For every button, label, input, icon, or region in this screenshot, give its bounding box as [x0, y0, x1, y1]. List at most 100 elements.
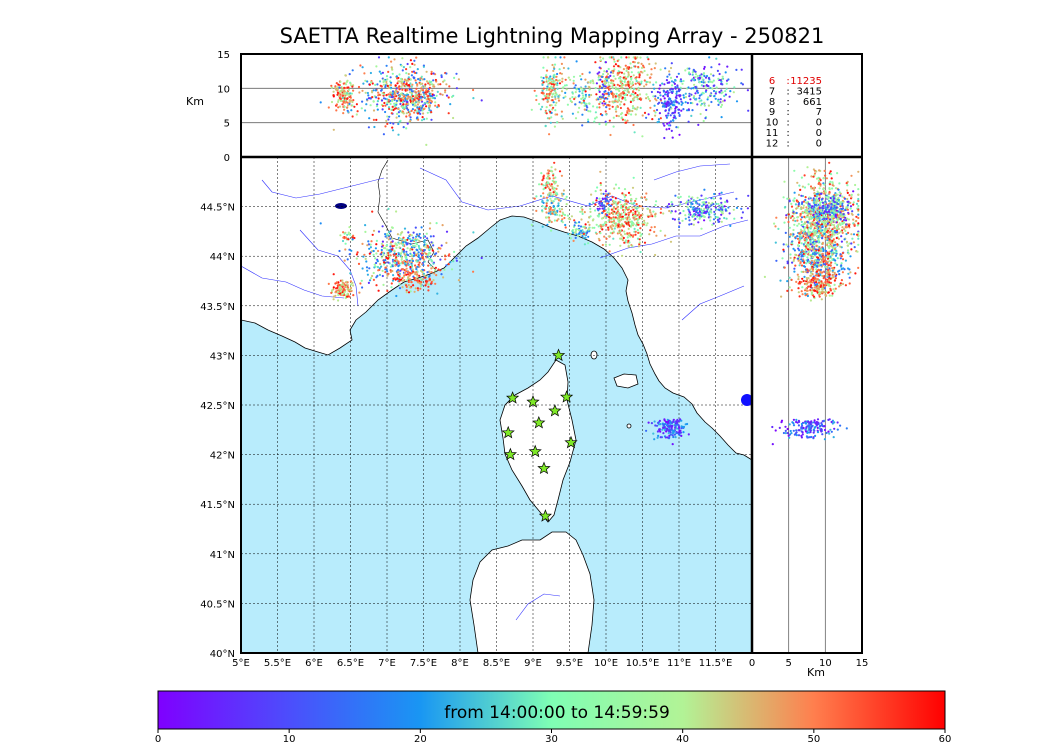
lightning-source — [428, 227, 431, 230]
lightning-source — [822, 270, 825, 273]
lightning-source — [375, 96, 378, 99]
lightning-source — [407, 79, 410, 82]
lightning-source — [728, 95, 731, 98]
lightning-source — [617, 187, 621, 190]
lightning-source — [848, 242, 851, 245]
lightning-source — [395, 75, 398, 78]
lightning-source — [390, 108, 393, 111]
lightning-source — [556, 197, 559, 200]
lightning-source — [800, 220, 803, 223]
lightning-source — [828, 267, 831, 270]
lightning-source — [634, 210, 637, 213]
lightning-source — [409, 66, 412, 69]
lightning-source — [658, 112, 662, 115]
lightning-source — [659, 117, 662, 120]
lightning-source — [411, 83, 414, 86]
lightning-source — [627, 223, 630, 226]
lightning-source — [657, 434, 660, 437]
lightning-source — [612, 82, 615, 85]
lightning-source — [558, 79, 561, 82]
lightning-source — [711, 81, 714, 84]
lightning-source — [332, 295, 335, 298]
lightning-source — [400, 258, 403, 261]
lightning-source — [545, 69, 549, 72]
lightning-source — [643, 221, 646, 224]
lightning-source — [338, 288, 341, 291]
lightning-source — [848, 282, 851, 285]
lightning-source — [806, 256, 809, 259]
lightning-source — [554, 90, 557, 93]
lightning-source — [619, 213, 622, 216]
lightning-source — [679, 78, 683, 81]
lightning-source — [703, 74, 706, 78]
lightning-source — [336, 290, 340, 293]
lightning-source — [556, 72, 559, 76]
lightning-source — [376, 265, 379, 269]
lightning-source — [609, 198, 612, 201]
lightning-source — [601, 75, 604, 78]
lightning-source — [627, 90, 630, 94]
lightning-source — [552, 106, 555, 109]
lightning-source — [609, 231, 612, 234]
lightning-source — [433, 272, 436, 275]
lightning-source — [542, 175, 545, 178]
lightning-source — [639, 214, 643, 217]
lightning-source — [430, 72, 433, 75]
lightning-source — [584, 78, 587, 81]
lightning-source — [601, 243, 604, 247]
lightning-source — [351, 238, 354, 241]
lightning-source — [383, 101, 386, 105]
lightning-source — [619, 229, 622, 232]
lightning-source — [391, 248, 394, 251]
lightning-source — [545, 211, 548, 214]
small-island — [626, 423, 632, 429]
lightning-source — [402, 248, 405, 251]
lightning-source — [435, 80, 438, 83]
lightning-source — [349, 92, 352, 95]
lightning-source — [360, 107, 363, 110]
lightning-source — [612, 96, 615, 99]
lightning-source — [674, 109, 677, 112]
stats-count: 7 — [816, 107, 822, 118]
lightning-source — [679, 212, 682, 215]
lightning-source — [560, 72, 564, 75]
lightning-source — [833, 283, 836, 286]
lightning-source — [578, 106, 581, 109]
lightning-source — [404, 238, 407, 242]
lightning-source — [376, 83, 379, 86]
lightning-source — [587, 227, 590, 230]
lightning-source — [650, 73, 653, 76]
lightning-source — [372, 278, 375, 281]
lightning-source — [397, 133, 400, 136]
lightning-source — [824, 230, 827, 233]
lightning-source — [693, 95, 696, 98]
lightning-source — [375, 105, 378, 108]
lightning-source — [399, 237, 402, 240]
lightning-source — [448, 253, 451, 256]
lightning-source — [348, 295, 351, 298]
lightning-source — [796, 224, 799, 227]
lightning-source — [686, 101, 690, 105]
lightning-source — [831, 253, 834, 256]
lightning-source — [807, 183, 810, 186]
lightning-source — [671, 203, 674, 206]
lightning-source — [429, 255, 432, 258]
lightning-source — [341, 88, 344, 91]
lightning-source — [574, 103, 577, 106]
lightning-source — [709, 80, 712, 83]
lightning-source — [548, 187, 551, 190]
lightning-source — [391, 90, 395, 93]
lightning-source — [405, 72, 408, 75]
lightning-source — [542, 56, 545, 59]
lightning-source — [408, 273, 412, 276]
lightning-source — [682, 94, 685, 97]
lightning-source — [385, 243, 389, 247]
lightning-source — [584, 90, 587, 93]
lightning-source — [793, 267, 796, 270]
lightning-source — [344, 242, 347, 245]
lightning-source — [703, 219, 706, 222]
lightning-source — [629, 193, 632, 196]
lightning-source — [583, 97, 587, 100]
lightning-source — [821, 290, 824, 293]
lightning-source — [553, 125, 557, 128]
